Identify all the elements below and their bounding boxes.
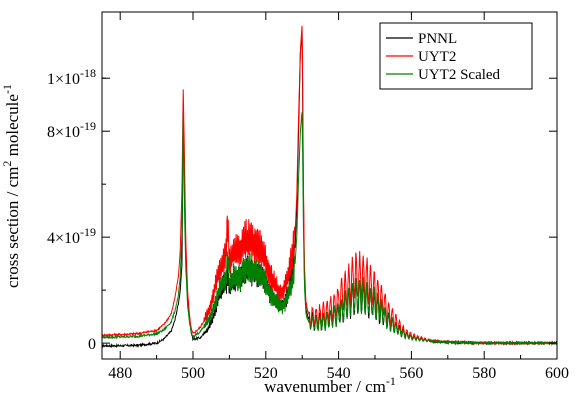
- series-line-uyt2: [102, 25, 557, 346]
- x-tick-label: 560: [399, 365, 423, 382]
- x-tick-label: 600: [545, 365, 569, 382]
- plot-frame: [101, 11, 558, 360]
- x-axis-title: wavenumber / cm-1: [264, 374, 396, 396]
- x-tick-label: 500: [181, 365, 205, 382]
- y-axis: 0 4×10-19 8×10-19 1×10-18: [47, 66, 557, 353]
- legend-label-uyt2: UYT2: [418, 49, 456, 65]
- legend: PNNL UYT2 UYT2 Scaled: [379, 22, 533, 90]
- y-tick-label: 8×10-19: [47, 119, 96, 141]
- x-tick-label: 480: [108, 365, 132, 382]
- y-axis-title: cross section / cm2 molecule-1: [0, 84, 22, 288]
- x-axis: 480 500 520 540 560 580 600: [108, 12, 569, 382]
- x-tick-label: 520: [254, 365, 278, 382]
- legend-label-uyt2-scaled: UYT2 Scaled: [418, 67, 501, 83]
- legend-label-pnnl: PNNL: [418, 31, 457, 47]
- y-tick-label: 4×10-19: [47, 225, 96, 247]
- x-tick-label: 580: [472, 365, 496, 382]
- y-tick-label: 0: [88, 336, 96, 353]
- y-tick-label: 1×10-18: [47, 66, 96, 88]
- series-line-uyt2-scaled: [102, 112, 557, 346]
- series-layer: [102, 25, 557, 349]
- x-tick-label: 540: [327, 365, 351, 382]
